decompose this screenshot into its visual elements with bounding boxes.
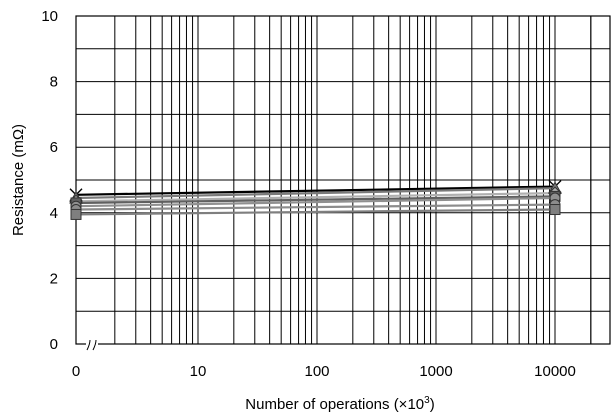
- series-line: [75, 208, 556, 216]
- y-tick-label: 8: [50, 74, 58, 91]
- y-tick-label: 6: [50, 139, 58, 156]
- series-group: [69, 180, 562, 220]
- y-tick-label: 10: [41, 8, 58, 25]
- square-marker: [70, 208, 82, 220]
- axis-break-mark: [86, 336, 98, 352]
- plot-frame: [75, 15, 611, 345]
- axis-break-gap: [86, 336, 98, 352]
- y-tick-label: 4: [50, 205, 58, 222]
- series-line: [75, 187, 556, 200]
- square-marker: [549, 204, 561, 216]
- x-tick-label: 1000: [419, 363, 452, 380]
- y-axis-title: Resistance (mΩ): [10, 124, 27, 236]
- x-tick-label: 100: [304, 363, 329, 380]
- y-tick-label: 2: [50, 270, 58, 287]
- axis-break-stroke: [92, 339, 97, 351]
- axis-break-stroke: [86, 339, 91, 351]
- x-tick-label: 0: [72, 363, 80, 380]
- series-line: [75, 185, 556, 196]
- series-line: [75, 203, 556, 211]
- x-tick-label: 10: [190, 363, 207, 380]
- series-line: [75, 192, 556, 203]
- x-tick-label: 10000: [534, 363, 576, 380]
- y-tick-label: 0: [50, 336, 58, 353]
- series-line: [75, 195, 556, 205]
- grid-lines: [76, 16, 610, 344]
- x-axis-title: Number of operations (×103): [245, 395, 434, 413]
- series-line: [75, 196, 556, 208]
